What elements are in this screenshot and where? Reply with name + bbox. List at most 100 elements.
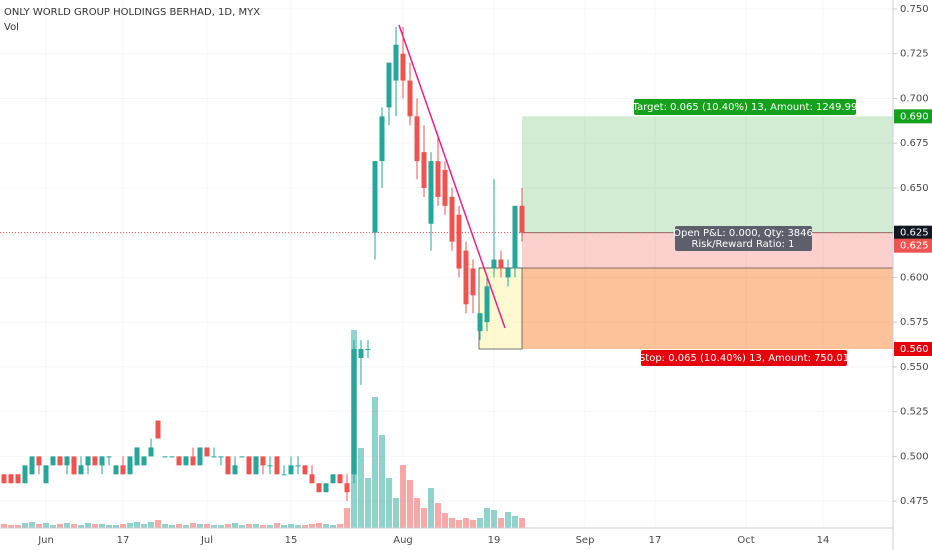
volume-bar	[1, 524, 7, 528]
candle-body	[435, 161, 441, 197]
volume-bar	[295, 525, 301, 528]
volume-bar	[204, 524, 210, 528]
volume-bar	[134, 522, 140, 528]
volume-bar	[435, 503, 441, 528]
candle-body	[463, 250, 469, 305]
candle-body	[64, 456, 70, 466]
volume-bar	[99, 524, 105, 528]
volume-bar	[309, 524, 315, 528]
volume-bar	[344, 508, 350, 528]
volume-bar	[498, 518, 504, 528]
trend-line	[398, 24, 506, 329]
volume-bar	[253, 524, 259, 528]
volume-bar	[8, 525, 14, 528]
volume-bar	[218, 525, 224, 528]
volume-bar	[512, 516, 518, 528]
candle-body	[442, 170, 448, 206]
x-tick-label: Aug	[393, 535, 413, 546]
candle-body	[309, 474, 315, 484]
plot: Target: 0.065 (10.40%) 13, Amount: 1249.…	[0, 0, 893, 528]
candle-body	[78, 465, 84, 475]
volume-bar	[162, 524, 168, 528]
volume-bar	[281, 525, 287, 528]
y-tick-label: 0.475	[900, 496, 929, 507]
candle-body	[29, 456, 35, 475]
y-tick-label: 0.725	[900, 49, 929, 60]
y-tick-label: 0.700	[900, 93, 929, 104]
x-tick-label: 17	[649, 535, 662, 546]
volume-bar	[225, 524, 231, 528]
volume-bar	[372, 397, 378, 528]
target-zone	[522, 116, 893, 233]
candle-body	[225, 456, 231, 475]
candle-body	[22, 465, 28, 484]
volume-bar	[246, 524, 252, 528]
volume-bar	[71, 524, 77, 528]
volume-bar	[288, 524, 294, 528]
candle-body	[365, 349, 371, 351]
volume-bar	[197, 524, 203, 528]
candle-body	[414, 116, 420, 162]
entry-badge-bg	[894, 225, 932, 240]
y-tick-label: 0.525	[900, 407, 929, 418]
stop-zone	[522, 232, 893, 350]
volume-bar	[274, 523, 280, 528]
rr-text: Risk/Reward Ratio: 1	[691, 239, 794, 250]
x-tick-label: 19	[488, 535, 501, 546]
candle-body	[344, 483, 350, 493]
candle-body	[470, 268, 476, 296]
second-stop-zone	[522, 268, 893, 350]
y-tick-label: 0.750	[900, 4, 929, 15]
volume-bar	[316, 523, 322, 528]
candle-body	[330, 474, 336, 484]
volume-bar	[323, 524, 329, 528]
volume-label: Vol	[4, 22, 19, 33]
y-tick-label: 0.675	[900, 138, 929, 149]
candle-body	[386, 62, 392, 108]
candle-body	[1, 474, 7, 484]
volume-bar	[407, 480, 413, 528]
candle-body	[267, 465, 273, 467]
chart-title: ONLY WORLD GROUP HOLDINGS BERHAD, 1D, MY…	[4, 7, 260, 18]
volume-bar	[183, 525, 189, 528]
candle-body	[141, 456, 147, 466]
volume-bar	[64, 523, 70, 528]
volume-bar	[484, 508, 490, 528]
target-badge: 0.690	[900, 111, 929, 122]
volume-bar	[393, 498, 399, 528]
candle-body	[505, 268, 511, 278]
candle-body	[50, 456, 56, 466]
last-price-badge-bg	[894, 238, 932, 253]
x-tick-label: Sep	[576, 535, 595, 546]
candle-body	[512, 205, 518, 269]
volume-bar	[491, 510, 497, 528]
candle-body	[183, 456, 189, 466]
candle-body	[428, 161, 434, 224]
candle-body	[57, 456, 63, 466]
last-price-badge: 0.625	[900, 241, 929, 252]
volume-bar	[148, 522, 154, 528]
candle-body	[400, 53, 406, 81]
stop-label: Stop: 0.065 (10.40%) 13, Amount: 750.01	[639, 353, 849, 364]
candle-body	[127, 456, 133, 475]
candle-body	[288, 465, 294, 475]
candle-body	[379, 116, 385, 162]
volume-bar	[22, 523, 28, 528]
candle-body	[477, 313, 483, 332]
candle-body	[407, 80, 413, 117]
candle-body	[246, 456, 252, 475]
candle-body	[456, 214, 462, 269]
candle-body	[351, 349, 357, 475]
candle-body	[211, 456, 217, 458]
candle-body	[358, 349, 364, 358]
volume-bar	[302, 525, 308, 528]
candle-body	[43, 465, 49, 484]
target-badge-bg	[894, 109, 932, 124]
x-tick-label: 14	[817, 535, 830, 546]
volume-bar	[260, 525, 266, 528]
x-tick-label: Oct	[737, 535, 754, 546]
candle-body	[162, 456, 168, 458]
volume-bar	[267, 525, 273, 528]
volume-bar	[386, 478, 392, 528]
